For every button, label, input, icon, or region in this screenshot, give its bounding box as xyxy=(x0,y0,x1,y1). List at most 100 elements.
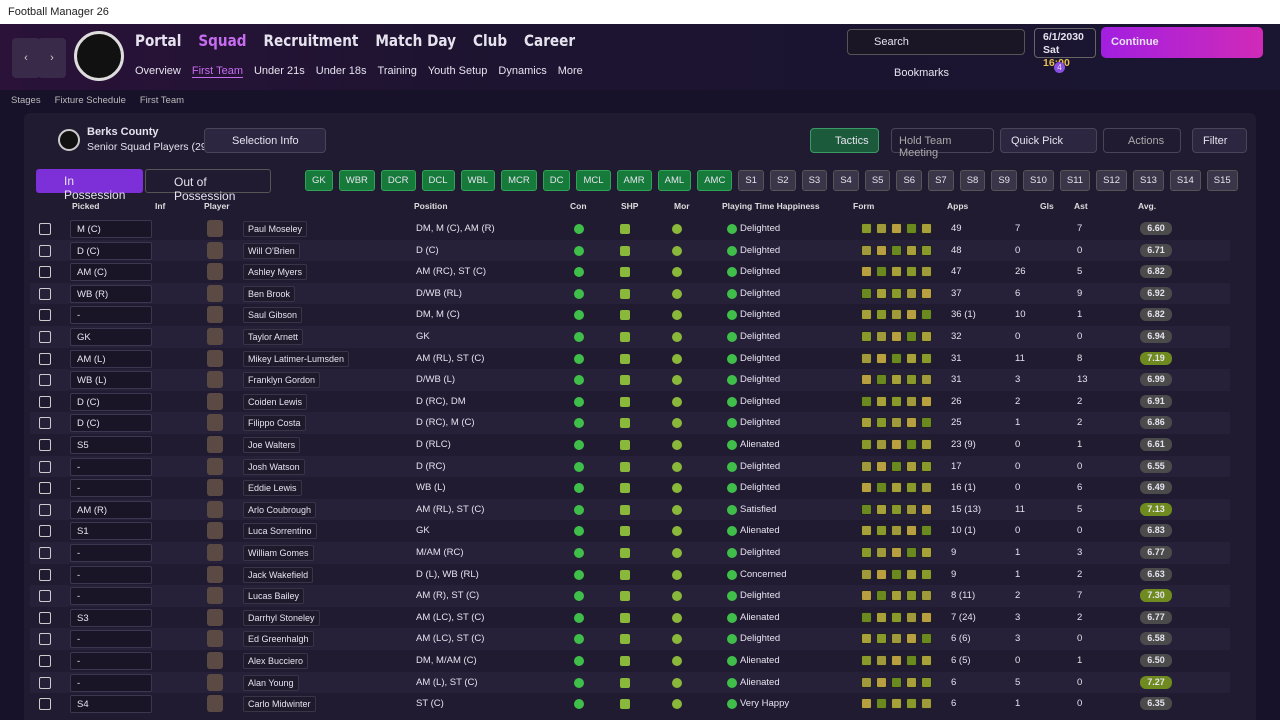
position-button[interactable]: S14 xyxy=(1169,170,1201,191)
nav-item[interactable]: Recruitment xyxy=(263,31,359,50)
checkbox[interactable] xyxy=(39,568,51,581)
sub-nav-item[interactable]: Youth Setup xyxy=(427,65,488,77)
picked-select[interactable]: S5 xyxy=(70,436,152,454)
checkbox[interactable] xyxy=(39,525,51,538)
position-button[interactable]: MCL xyxy=(576,170,611,191)
checkbox[interactable] xyxy=(39,547,51,559)
picked-select[interactable]: AM (L) xyxy=(70,349,152,368)
position-button[interactable]: S1 xyxy=(738,170,764,191)
player-name[interactable]: Eddie Lewis xyxy=(243,480,302,497)
player-name[interactable]: Luca Sorrentino xyxy=(243,523,317,540)
picked-select[interactable]: M (C) xyxy=(70,220,152,238)
position-button[interactable]: S7 xyxy=(928,170,954,191)
picked-select[interactable]: - xyxy=(70,479,152,498)
picked-select[interactable]: WB (L) xyxy=(70,371,152,390)
breadcrumb-item[interactable]: First Team xyxy=(139,95,185,106)
picked-select[interactable]: - xyxy=(70,673,152,692)
picked-select[interactable]: S4 xyxy=(70,695,152,714)
nav-item[interactable]: Portal xyxy=(135,31,182,50)
tab[interactable]: In Possession xyxy=(36,169,143,202)
position-button[interactable]: DC xyxy=(542,170,571,191)
player-name[interactable]: Ashley Myers xyxy=(243,264,308,281)
picked-select[interactable]: AM (R) xyxy=(70,500,152,519)
checkbox[interactable] xyxy=(39,655,51,667)
checkbox[interactable] xyxy=(39,611,51,624)
position-button[interactable]: S4 xyxy=(833,170,859,191)
picked-select[interactable]: AM (C) xyxy=(70,263,152,282)
sub-nav-item[interactable]: First Team xyxy=(191,65,243,78)
tab[interactable]: Out of Possession xyxy=(145,169,271,203)
breadcrumb-item[interactable]: Stages xyxy=(11,95,41,106)
position-button[interactable]: DCR xyxy=(380,170,416,191)
position-button[interactable]: MCR xyxy=(501,170,537,191)
club-crest[interactable] xyxy=(74,31,124,81)
position-button[interactable]: AMR xyxy=(616,170,652,191)
checkbox[interactable] xyxy=(39,331,51,343)
player-name[interactable]: Coiden Lewis xyxy=(243,393,308,410)
player-name[interactable]: Taylor Arnett xyxy=(243,329,304,345)
nav-item[interactable]: Career xyxy=(524,31,576,50)
checkbox[interactable] xyxy=(39,374,51,387)
player-name[interactable]: Mikey Latimer-Lumsden xyxy=(243,350,350,367)
back-button[interactable]: ‹ xyxy=(12,38,40,78)
picked-select[interactable]: - xyxy=(70,630,152,649)
position-button[interactable]: AMC xyxy=(697,170,733,191)
checkbox[interactable] xyxy=(39,439,51,451)
continue-button[interactable]: Continue xyxy=(1101,27,1263,58)
picked-select[interactable]: D (C) xyxy=(70,414,152,433)
quick-pick[interactable]: Quick Pick xyxy=(1000,128,1097,153)
picked-select[interactable]: WB (R) xyxy=(70,284,152,303)
checkbox[interactable] xyxy=(39,698,51,711)
position-button[interactable]: S10 xyxy=(1022,170,1054,191)
sub-nav-item[interactable]: Overview xyxy=(135,65,181,77)
position-button[interactable]: GK xyxy=(305,170,333,191)
checkbox[interactable] xyxy=(39,352,51,365)
picked-select[interactable]: S3 xyxy=(70,608,152,627)
selection-info[interactable]: Selection Info xyxy=(204,128,326,153)
meeting-button[interactable]: Hold Team Meeting xyxy=(891,128,994,159)
checkbox[interactable] xyxy=(39,590,51,603)
picked-select[interactable]: D (C) xyxy=(70,392,152,411)
checkbox[interactable] xyxy=(39,460,51,473)
player-name[interactable]: William Gomes xyxy=(243,545,314,561)
position-button[interactable]: S5 xyxy=(864,170,891,191)
player-name[interactable]: Arlo Coubrough xyxy=(243,501,317,518)
position-button[interactable]: S11 xyxy=(1059,170,1091,191)
position-button[interactable]: S12 xyxy=(1096,170,1127,191)
position-button[interactable]: S6 xyxy=(896,170,923,191)
player-name[interactable]: Lucas Bailey xyxy=(243,588,305,605)
checkbox[interactable] xyxy=(39,417,51,430)
picked-select[interactable]: - xyxy=(70,457,152,476)
player-name[interactable]: Alex Bucciero xyxy=(243,653,309,669)
picked-select[interactable]: - xyxy=(70,587,152,606)
checkbox[interactable] xyxy=(39,244,51,257)
checkbox[interactable] xyxy=(39,309,51,322)
position-button[interactable]: S15 xyxy=(1206,170,1238,191)
checkbox[interactable] xyxy=(39,482,51,495)
position-button[interactable]: AML xyxy=(657,170,692,191)
position-button[interactable]: S3 xyxy=(801,170,828,191)
sub-nav-item[interactable]: Under 21s xyxy=(253,65,305,77)
picked-select[interactable]: GK xyxy=(70,328,152,346)
player-name[interactable]: Carlo Midwinter xyxy=(243,696,316,713)
picked-select[interactable]: D (C) xyxy=(70,241,152,260)
tactics-button[interactable]: Tactics xyxy=(810,128,879,153)
picked-select[interactable]: S1 xyxy=(70,522,152,541)
position-button[interactable]: S9 xyxy=(991,170,1017,191)
checkbox[interactable] xyxy=(39,223,51,235)
player-name[interactable]: Ben Brook xyxy=(243,285,296,302)
player-name[interactable]: Jack Wakefield xyxy=(243,566,314,583)
position-button[interactable]: S13 xyxy=(1132,170,1164,191)
nav-item[interactable]: Club xyxy=(472,31,508,50)
picked-select[interactable]: - xyxy=(70,306,152,325)
picked-select[interactable]: - xyxy=(70,652,152,670)
player-name[interactable]: Will O'Brien xyxy=(243,242,300,259)
picked-select[interactable]: - xyxy=(70,544,152,562)
checkbox[interactable] xyxy=(39,633,51,646)
checkbox[interactable] xyxy=(39,287,51,300)
player-name[interactable]: Alan Young xyxy=(243,674,299,691)
picked-select[interactable]: - xyxy=(70,565,152,584)
player-name[interactable]: Ed Greenhalgh xyxy=(243,631,314,648)
position-button[interactable]: WBL xyxy=(460,170,496,191)
